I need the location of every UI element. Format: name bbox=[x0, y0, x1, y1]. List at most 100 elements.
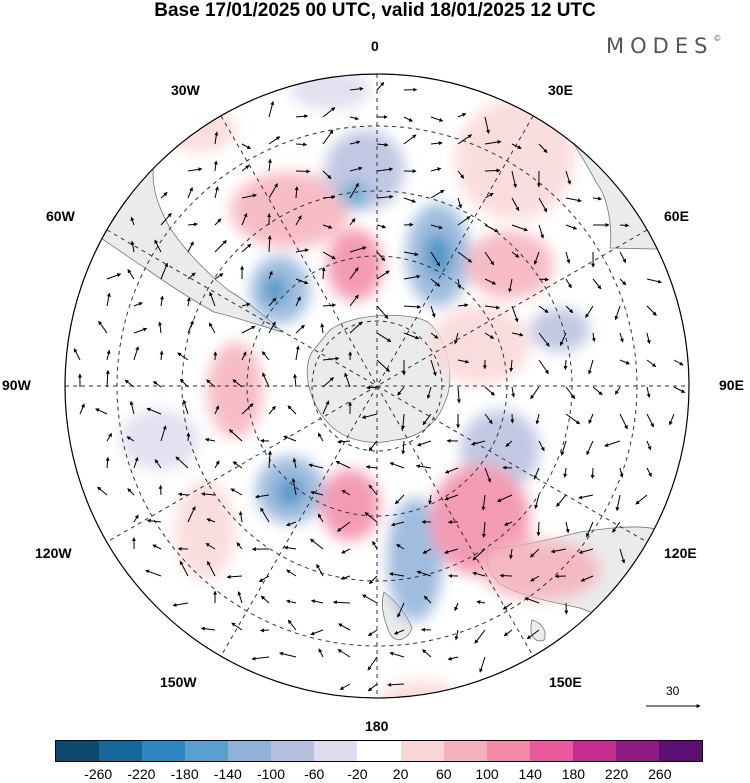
wind-arrow bbox=[403, 304, 422, 309]
wind-arrow bbox=[241, 351, 247, 361]
wind-arrow bbox=[619, 278, 627, 286]
wind-arrow bbox=[565, 521, 570, 534]
wind-arrow bbox=[160, 192, 168, 199]
colorbar-cell bbox=[314, 741, 358, 761]
wind-arrow bbox=[320, 323, 325, 334]
wind-arrow bbox=[207, 560, 216, 577]
wind-arrow bbox=[422, 548, 432, 554]
wind-arrow bbox=[389, 572, 405, 577]
wind-arrow bbox=[457, 359, 470, 364]
wind-arrow bbox=[560, 440, 567, 456]
wind-arrow bbox=[592, 196, 602, 201]
wind-arrow bbox=[205, 543, 216, 550]
wind-arrow bbox=[619, 467, 624, 478]
wind-arrow bbox=[206, 518, 216, 523]
wind-arrow bbox=[430, 224, 443, 230]
wind-arrow bbox=[389, 651, 405, 658]
wind-arrow bbox=[538, 305, 549, 313]
wind-arrow bbox=[563, 359, 568, 370]
wind-arrow bbox=[673, 359, 684, 366]
wind-arrow bbox=[619, 359, 631, 365]
wind-arrow bbox=[268, 100, 275, 118]
map-boundary bbox=[64, 73, 690, 699]
wind-arrow bbox=[646, 467, 652, 477]
wind-arrow bbox=[308, 463, 324, 469]
wind-arrow bbox=[565, 413, 581, 425]
wind-arrow bbox=[260, 507, 270, 523]
wind-arrow bbox=[472, 571, 486, 577]
wind-arrow bbox=[376, 270, 390, 280]
wind-arrow bbox=[283, 545, 297, 550]
wind-arrow bbox=[349, 321, 363, 334]
colorbar-cell bbox=[357, 741, 401, 761]
wind-arrow bbox=[484, 251, 495, 266]
wind-arrow bbox=[341, 548, 351, 554]
wind-arrow bbox=[106, 349, 111, 361]
wind-arrow bbox=[614, 386, 621, 395]
wind-arrow bbox=[481, 521, 486, 538]
wind-arrow bbox=[238, 510, 243, 523]
colorbar-cell bbox=[99, 741, 143, 761]
wind-arrow bbox=[453, 332, 459, 345]
wind-arrow bbox=[565, 305, 574, 314]
anomaly-negative bbox=[276, 478, 304, 506]
wind-arrow bbox=[530, 386, 540, 400]
anomaly-positive bbox=[207, 342, 263, 438]
lon-label-90w: 90W bbox=[2, 377, 31, 393]
wind-arrow bbox=[175, 456, 189, 469]
wind-arrow bbox=[484, 386, 495, 396]
wind-arrow bbox=[484, 305, 501, 310]
wind-arrow bbox=[295, 114, 309, 119]
wind-arrow bbox=[79, 403, 85, 415]
wind-arrow bbox=[267, 235, 272, 253]
wind-arrow bbox=[160, 295, 164, 307]
colorbar-cell bbox=[658, 741, 702, 761]
anomaly-positive bbox=[230, 172, 350, 248]
wind-arrow bbox=[129, 400, 135, 415]
lon-label-180: 180 bbox=[365, 718, 389, 734]
wind-arrow bbox=[457, 251, 473, 263]
wind-arrow bbox=[130, 240, 135, 253]
wind-arrow bbox=[470, 440, 486, 446]
lon-label-120e: 120E bbox=[664, 545, 697, 561]
anomaly-negative bbox=[120, 410, 200, 470]
wind-arrow bbox=[590, 467, 595, 479]
wind-arrow bbox=[533, 251, 540, 265]
wind-arrow bbox=[287, 405, 297, 415]
brand-name: MODES bbox=[606, 34, 714, 58]
lon-label-30e: 30E bbox=[548, 82, 573, 98]
wind-arrow bbox=[479, 656, 486, 673]
wind-arrow bbox=[158, 484, 163, 496]
wind-arrow bbox=[481, 494, 486, 511]
wind-arrow bbox=[403, 197, 417, 203]
wind-arrow bbox=[401, 413, 406, 430]
wind-arrow bbox=[187, 222, 198, 227]
wind-arrow bbox=[267, 158, 272, 172]
wind-arrow bbox=[130, 216, 135, 226]
wind-arrow bbox=[337, 439, 351, 444]
lon-label-30w: 30W bbox=[171, 82, 200, 98]
wind-arrow bbox=[565, 386, 576, 400]
wind-arrow bbox=[98, 320, 108, 334]
wind-arrow bbox=[565, 170, 572, 185]
wind-arrow bbox=[259, 628, 270, 633]
wind-arrow bbox=[578, 548, 594, 554]
wind-arrow bbox=[430, 116, 444, 122]
wind-arrow bbox=[367, 683, 378, 692]
wind-arrow bbox=[368, 440, 378, 452]
wind-arrow bbox=[295, 169, 311, 174]
colorbar-cell bbox=[142, 741, 186, 761]
anomaly-positive bbox=[480, 540, 600, 600]
lon-label-0: 0 bbox=[371, 38, 379, 54]
wind-arrow bbox=[322, 170, 332, 179]
wind-arrow bbox=[154, 459, 162, 469]
wind-arrow bbox=[376, 332, 392, 343]
wind-arrow bbox=[365, 465, 378, 470]
wind-arrow bbox=[646, 305, 657, 316]
wind-arrow bbox=[646, 332, 651, 345]
wind-arrow bbox=[367, 629, 378, 637]
wind-arrow bbox=[241, 193, 257, 199]
antarctica bbox=[306, 314, 451, 443]
colorbar-cell bbox=[615, 741, 659, 761]
wind-arrow bbox=[503, 629, 513, 637]
